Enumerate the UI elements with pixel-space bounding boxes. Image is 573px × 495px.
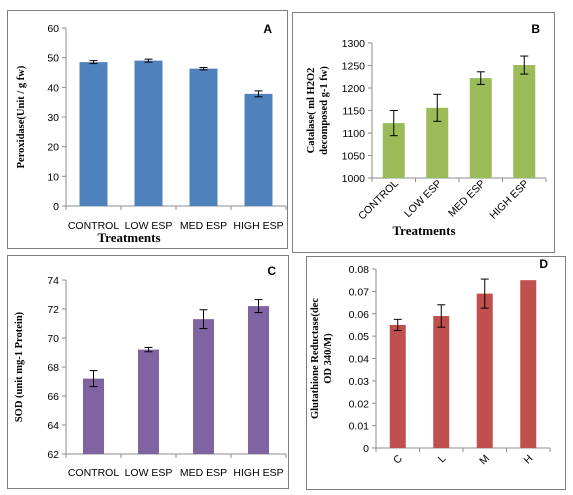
chart-b-x-tick-label: MED ESP [446,178,488,220]
chart-a-x-tick-label: CONTROL [68,220,119,232]
chart-d-y-tick-label: 0.03 [349,376,370,388]
chart-d-bar [433,315,450,448]
chart-a-bar [189,68,218,206]
chart-a-x-axis-title: Treatments [97,230,160,245]
chart-c-bar [138,349,159,454]
chart-a-x-tick-label: HIGH ESP [233,220,283,232]
chart-b-panel-label: B [531,22,540,36]
chart-d-x-tick-label: M [477,453,492,468]
chart-d-bar [389,324,406,448]
chart-b-bar [382,123,405,178]
chart-b-y-axis-title: Catalase( ml H2O2 decomposed g-1 fw) [306,66,330,155]
chart-c-y-tick-label: 62 [47,449,59,461]
chart-d-y-tick-label: 0.02 [349,398,370,410]
chart-c-y-tick-label: 74 [47,275,59,287]
chart-d-x-tick-label: L [436,453,449,466]
chart-a-y-tick-label: 20 [47,142,59,154]
chart-c-panel-label: C [267,264,276,278]
chart-b-y-tick-label: 1000 [342,173,366,185]
chart-b-bar [513,65,536,178]
chart-d-bar [520,280,537,448]
chart-a-y-axis-title: Peroxidase(Unit / g fw) [16,65,27,168]
chart-d-y-tick-label: 0.05 [349,331,370,343]
chart-c-y-tick-label: 68 [47,362,59,374]
chart-d-y-axis-title: Glutathione Reductase(dec OD 340/M) [310,298,334,419]
chart-b-y-tick-label: 1150 [342,106,365,118]
chart-b-bar [469,78,492,178]
chart-d-panel-label: D [539,257,548,271]
chart-c-y-axis-title: SOD (unit mg-1 Protein) [14,311,25,422]
chart-c-x-tick-label: LOW ESP [125,467,173,479]
chart-c-y-tick-label: 64 [47,420,59,432]
chart-b-bar [426,107,449,178]
chart-d-bar [476,293,493,448]
chart-a-bar [244,93,273,206]
chart-a-y-tick-label: 60 [47,23,59,35]
chart-d-y-tick-label: 0.08 [349,264,370,276]
chart-b-x-axis-title: Treatments [392,223,455,238]
chart-b-x-tick-label: HIGH ESP [487,178,531,222]
chart-b-y-tick-label: 1300 [342,38,366,50]
chart-c-y-tick-label: 72 [47,304,59,316]
chart-d-y-tick-label: 0.06 [349,309,370,321]
chart-c-bar [248,306,269,454]
chart-c-x-tick-label: CONTROL [68,467,119,479]
chart-d-y-tick-label: 0 [363,443,369,455]
chart-c-bar [83,378,104,454]
chart-a-x-tick-label: LOW ESP [125,220,173,232]
chart-a-y-tick-label: 50 [47,53,59,65]
chart-b-x-tick-label: LOW ESP [402,178,444,220]
chart-a-y-tick-label: 0 [53,201,59,213]
chart-a-y-tick-label: 40 [47,82,59,94]
chart-d-y-tick-label: 0.07 [349,286,370,298]
chart-d-x-tick-label: H [522,453,536,467]
chart-b-y-tick-label: 1250 [342,61,366,73]
chart-d-y-tick-label: 0.04 [349,354,370,366]
chart-a-y-tick-label: 10 [47,171,59,183]
chart-c-x-tick-label: MED ESP [180,467,227,479]
chart-a-bar [79,62,108,206]
chart-d-y-tick-label: 0.01 [349,421,370,433]
chart-panel-b [292,12,555,253]
chart-d-x-tick-label: C [391,452,405,466]
chart-c-y-tick-label: 70 [47,333,59,345]
chart-b-y-tick-label: 1050 [342,151,366,163]
chart-a-panel-label: A [263,22,272,36]
chart-c-y-tick-label: 66 [47,391,59,403]
chart-a-bar [134,60,163,207]
chart-c-x-tick-label: HIGH ESP [233,467,283,479]
chart-a-x-tick-label: MED ESP [180,220,227,232]
chart-b-y-tick-label: 1100 [342,128,365,140]
chart-c-bar [193,319,214,454]
chart-b-y-tick-label: 1200 [342,83,366,95]
chart-a-y-tick-label: 30 [47,112,59,124]
